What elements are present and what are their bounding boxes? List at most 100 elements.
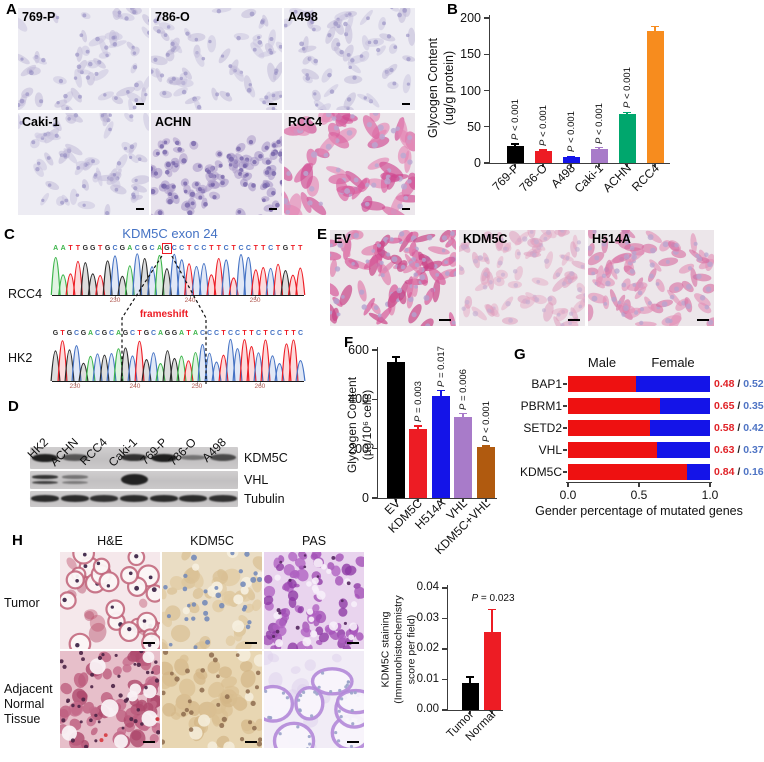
chromatogram-trace-hk2: [50, 339, 306, 381]
g-x-tick: [709, 483, 711, 488]
error-bar: [626, 112, 628, 115]
gene-label-bap1: BAP1: [531, 377, 562, 391]
error-bar: [395, 356, 397, 363]
tile-label: ACHN: [155, 115, 192, 129]
error-bar: [485, 445, 487, 448]
value-part: 0.42: [743, 422, 764, 434]
blot-row-label-vhl: VHL: [244, 473, 269, 487]
y-tick-label: 100: [460, 83, 481, 98]
panel-label-g: G: [514, 346, 526, 363]
y-axis: [446, 585, 448, 710]
y-tick: [484, 162, 489, 164]
panel-label-a: A: [6, 1, 17, 18]
bar-female-kdm5c: [687, 464, 710, 480]
seq-base: C: [297, 330, 304, 337]
blot-band: [210, 454, 237, 461]
tile-label: Caki-1: [22, 115, 60, 129]
seq-base: C: [206, 330, 213, 337]
chromatogram-baseline: [52, 380, 304, 382]
tile-label: KDM5C: [463, 232, 508, 246]
x-tick: [417, 498, 419, 502]
pos-tick: [259, 382, 261, 385]
panel-label-f: F: [344, 334, 354, 351]
scale-bar: [245, 641, 257, 644]
bar-KDM5C: [409, 429, 427, 498]
y-tick-label: 0.01: [416, 672, 439, 685]
x-axis: [446, 710, 503, 712]
seq-base: A: [156, 245, 162, 252]
value-part: 0.48: [714, 378, 735, 390]
p-value-annotation: P < 0.001: [593, 102, 605, 144]
bar-786-O: [534, 151, 552, 163]
blot-row-label-tubulin: Tubulin: [244, 492, 285, 506]
blot-band: [61, 454, 88, 461]
seq-base: T: [68, 245, 73, 252]
cells-art: [330, 230, 456, 326]
value-label: 0.58 / 0.42: [714, 422, 764, 434]
g-x-tick: [638, 483, 640, 488]
p-value-annotation: P = 0.017: [435, 345, 447, 387]
panel-label-e: E: [317, 226, 328, 243]
blot-band: [90, 495, 119, 502]
error-bar-cap: [482, 445, 490, 447]
g-x-tick: [567, 483, 569, 488]
cells-art: [162, 552, 262, 649]
cells-art: [151, 8, 282, 110]
row-header-line: Tumor: [4, 596, 40, 610]
seq-base: G: [104, 245, 111, 252]
blot-band: [31, 480, 58, 485]
gene-tick: [563, 471, 567, 473]
g-x-axis: [566, 482, 712, 484]
gene-tick: [563, 383, 567, 385]
g-x-tick-label: 0.5: [630, 488, 648, 502]
seq-base: C: [223, 245, 229, 252]
seq-base: T: [298, 245, 303, 252]
error-bar-cap: [488, 608, 496, 611]
bar-RCC4: [646, 31, 664, 163]
seq-base: T: [290, 245, 296, 252]
bar-Tumor: [461, 682, 479, 710]
gene-tick: [563, 427, 567, 429]
row-header-tumor: Tumor: [4, 596, 58, 611]
x-tick: [395, 498, 397, 502]
error-bar: [542, 149, 544, 152]
panel-label-d: D: [8, 398, 19, 415]
row-header-adjacent-normal-tissue: Adjacent Normal Tissue: [4, 682, 58, 727]
bar-male-pbrm1: [568, 398, 661, 414]
gene-label-setd2: SETD2: [523, 421, 562, 435]
seq-base: T: [231, 245, 236, 252]
y-tick: [372, 497, 377, 499]
seq-base: T: [75, 245, 81, 252]
x-tick: [469, 710, 471, 714]
position-number: 240: [129, 383, 141, 390]
y-tick: [372, 349, 377, 351]
error-bar-cap: [511, 143, 519, 145]
seq-base: C: [179, 245, 185, 252]
y-tick: [442, 678, 447, 681]
y-tick: [484, 17, 489, 19]
value-part: 0.58: [714, 422, 735, 434]
seq-base: C: [134, 245, 140, 252]
seq-base: C: [276, 330, 283, 337]
chart-b-ylabel-line1: Glycogen Content: [426, 37, 440, 139]
seq-base: T: [275, 245, 281, 252]
seq-base: C: [112, 245, 118, 252]
pos-tick: [255, 296, 257, 299]
seq-base: T: [249, 330, 254, 337]
legend-male: Male: [587, 355, 617, 370]
blot-band: [30, 495, 59, 502]
blot-band: [209, 495, 238, 502]
cells-art: [18, 113, 149, 215]
p-value-annotation: P = 0.006: [457, 368, 469, 410]
seq-base: C: [269, 330, 276, 337]
seq-base: T: [216, 245, 221, 252]
blot-band: [60, 495, 89, 502]
position-number: 260: [254, 383, 266, 390]
cells-art: [459, 230, 585, 326]
error-bar: [469, 677, 471, 683]
seq-base: T: [186, 245, 192, 252]
seq-base: T: [221, 330, 226, 337]
seq-base: G: [122, 330, 129, 337]
g-x-tick-label: 1.0: [701, 488, 719, 502]
